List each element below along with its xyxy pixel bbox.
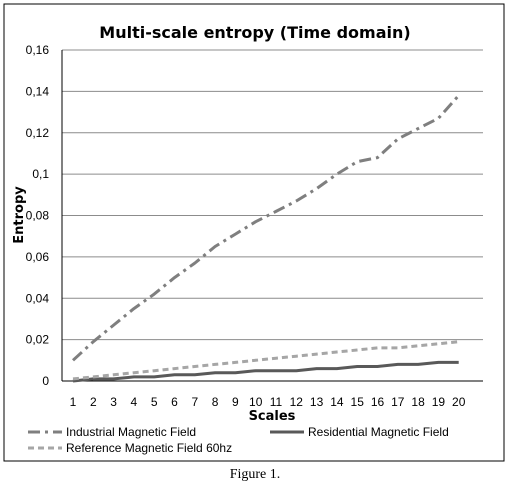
x-tick-labels: 1 2 3 4 5 6 7 8 9 10 11 12 13 14 15 16 17 18 19 20 [70,395,466,409]
y-tick-label: 0,02 [26,333,50,347]
chart-frame [3,3,505,462]
series-lines [71,94,460,383]
x-tick-label: 9 [232,395,239,409]
x-tick-label: 20 [452,395,466,409]
x-tick-label: 18 [411,395,425,409]
y-tick-label: 0,06 [26,250,50,264]
y-tick-label: 0,04 [26,291,50,305]
legend-label: Residential Magnetic Field [308,425,449,439]
x-tick-label: 15 [351,395,365,409]
y-axis-label: Entropy [12,186,27,244]
x-tick-label: 19 [432,395,446,409]
legend-label: Industrial Magnetic Field [66,425,196,439]
x-tick-label: 6 [171,395,178,409]
x-tick-label: 7 [191,395,198,409]
y-tick-label: 0,08 [26,209,50,223]
series-line [72,360,459,383]
series-line [71,94,460,362]
legend: Industrial Magnetic Field Residential Mag… [28,425,449,455]
x-tick-label: 10 [249,395,263,409]
y-tick-label: 0,16 [26,43,50,57]
x-tick-label: 3 [110,395,117,409]
x-tick-label: 5 [151,395,158,409]
x-axis-label: Scales [249,409,296,424]
y-tick-label: 0,1 [32,167,49,181]
y-tick-label: 0,14 [26,84,50,98]
x-tick-label: 8 [212,395,219,409]
x-tick-label: 12 [290,395,304,409]
x-tick-label: 4 [131,395,138,409]
x-tick-label: 11 [270,395,283,409]
legend-label: Reference Magnetic Field 60hz [66,441,232,455]
chart-title: Multi-scale entropy (Time domain) [99,23,410,42]
x-tick-label: 17 [391,395,405,409]
gridlines [62,49,483,341]
x-tick-label: 14 [330,395,344,409]
figure-caption: Figure 1. [230,467,281,482]
x-tick-label: 13 [310,395,324,409]
x-tick-label: 2 [90,395,97,409]
x-tick-label: 16 [371,395,385,409]
y-tick-label: 0,12 [26,126,50,140]
y-tick-labels: 0 0,02 0,04 0,06 0,08 0,1 0,12 0,14 0,16 [26,43,50,388]
y-tick-label: 0 [42,374,49,388]
series-line [72,340,459,381]
x-tick-label: 1 [70,395,77,409]
